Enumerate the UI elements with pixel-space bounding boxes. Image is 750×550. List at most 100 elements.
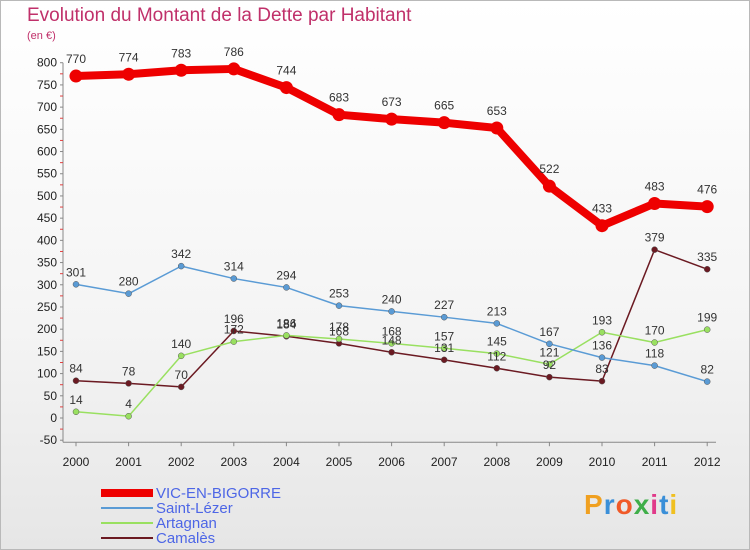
data-label: 253 xyxy=(329,287,349,301)
data-label: 145 xyxy=(487,335,507,349)
y-tick-label: 600 xyxy=(37,145,57,159)
data-point xyxy=(598,329,606,336)
data-point xyxy=(546,361,553,368)
data-point xyxy=(388,340,395,347)
data-label: 342 xyxy=(171,247,191,261)
legend-label: Camalès xyxy=(156,530,215,547)
data-point xyxy=(542,179,556,193)
data-label: 170 xyxy=(645,324,665,338)
data-label: 774 xyxy=(119,50,139,64)
x-tick-label: 2009 xyxy=(536,455,563,469)
y-tick-label: 700 xyxy=(37,100,57,114)
data-label: 178 xyxy=(329,320,349,334)
data-point xyxy=(335,302,343,309)
y-tick-label: 550 xyxy=(37,167,57,181)
data-point xyxy=(332,108,346,122)
data-point xyxy=(595,219,609,233)
data-label: 335 xyxy=(697,250,717,264)
data-label: 140 xyxy=(171,337,191,351)
data-label: 92 xyxy=(543,358,557,372)
y-tick-label: 150 xyxy=(37,344,57,358)
y-tick-label: 250 xyxy=(37,300,57,314)
data-label: 136 xyxy=(592,339,612,353)
data-label: 653 xyxy=(487,104,507,118)
data-point xyxy=(69,69,83,83)
data-label: 301 xyxy=(66,265,86,279)
data-label: 213 xyxy=(487,304,507,318)
data-point xyxy=(648,196,662,210)
data-label: 379 xyxy=(645,231,665,245)
data-point xyxy=(546,340,553,348)
data-point xyxy=(174,63,188,77)
data-point xyxy=(125,290,132,297)
data-point xyxy=(440,356,448,364)
data-point xyxy=(703,326,711,333)
y-tick-label: 750 xyxy=(37,78,57,92)
x-tick-label: 2000 xyxy=(63,455,90,469)
data-label: 84 xyxy=(69,362,83,376)
data-point xyxy=(385,112,399,126)
data-label: 199 xyxy=(697,311,717,325)
data-point xyxy=(700,200,714,214)
data-point xyxy=(279,81,293,95)
data-point xyxy=(122,67,136,81)
data-label: 157 xyxy=(434,329,454,343)
data-label: 770 xyxy=(66,52,86,66)
x-tick-label: 2001 xyxy=(115,455,142,469)
data-point xyxy=(493,365,501,372)
data-label: 14 xyxy=(69,393,83,407)
data-point xyxy=(230,338,238,345)
data-label: 193 xyxy=(592,313,612,327)
data-label: 665 xyxy=(434,99,454,113)
y-tick-label: 0 xyxy=(50,411,57,425)
data-point xyxy=(388,349,395,356)
data-point xyxy=(437,116,451,130)
data-point xyxy=(388,308,395,315)
data-label: 148 xyxy=(382,333,402,347)
data-label: 476 xyxy=(697,183,717,197)
data-label: 172 xyxy=(224,323,244,337)
data-point xyxy=(493,320,501,327)
data-label: 168 xyxy=(329,324,349,338)
data-point xyxy=(703,265,711,273)
x-tick-label: 2006 xyxy=(378,455,405,469)
data-point xyxy=(72,408,80,416)
y-unit-label: (en €) xyxy=(27,30,56,42)
data-point xyxy=(651,362,658,369)
data-point xyxy=(598,377,606,385)
y-tick-label: 800 xyxy=(37,56,57,70)
y-tick-label: 50 xyxy=(44,389,58,403)
data-label: 112 xyxy=(487,349,506,363)
y-tick-label: 300 xyxy=(37,278,57,292)
x-tick-label: 2010 xyxy=(589,455,616,469)
x-tick-label: 2004 xyxy=(273,455,300,469)
data-label: 744 xyxy=(276,64,296,78)
series-line-camal-s xyxy=(75,248,708,388)
data-point xyxy=(283,284,290,291)
data-point xyxy=(177,383,185,391)
y-tick-label: 100 xyxy=(37,367,57,381)
data-label: 294 xyxy=(276,268,296,282)
series-line-vic-en-bigorre xyxy=(75,64,708,230)
data-point xyxy=(177,262,185,270)
data-label: 786 xyxy=(224,45,244,59)
data-label: 4 xyxy=(125,397,132,411)
y-tick-label: 350 xyxy=(37,256,57,270)
data-label: 683 xyxy=(329,91,349,105)
data-label: 522 xyxy=(539,162,559,176)
data-label: 167 xyxy=(539,325,559,339)
x-tick-label: 2007 xyxy=(431,455,458,469)
data-label: 186 xyxy=(276,316,296,330)
data-point xyxy=(440,345,448,352)
data-label: 483 xyxy=(645,179,665,193)
data-label: 673 xyxy=(382,95,402,109)
data-point xyxy=(177,352,185,360)
data-point xyxy=(651,339,658,346)
data-label: 184 xyxy=(276,317,296,331)
data-point xyxy=(703,378,711,385)
data-point xyxy=(546,373,553,381)
legend-label: VIC-EN-BIGORRE xyxy=(156,485,281,502)
data-point xyxy=(125,412,132,420)
data-point xyxy=(335,335,343,343)
